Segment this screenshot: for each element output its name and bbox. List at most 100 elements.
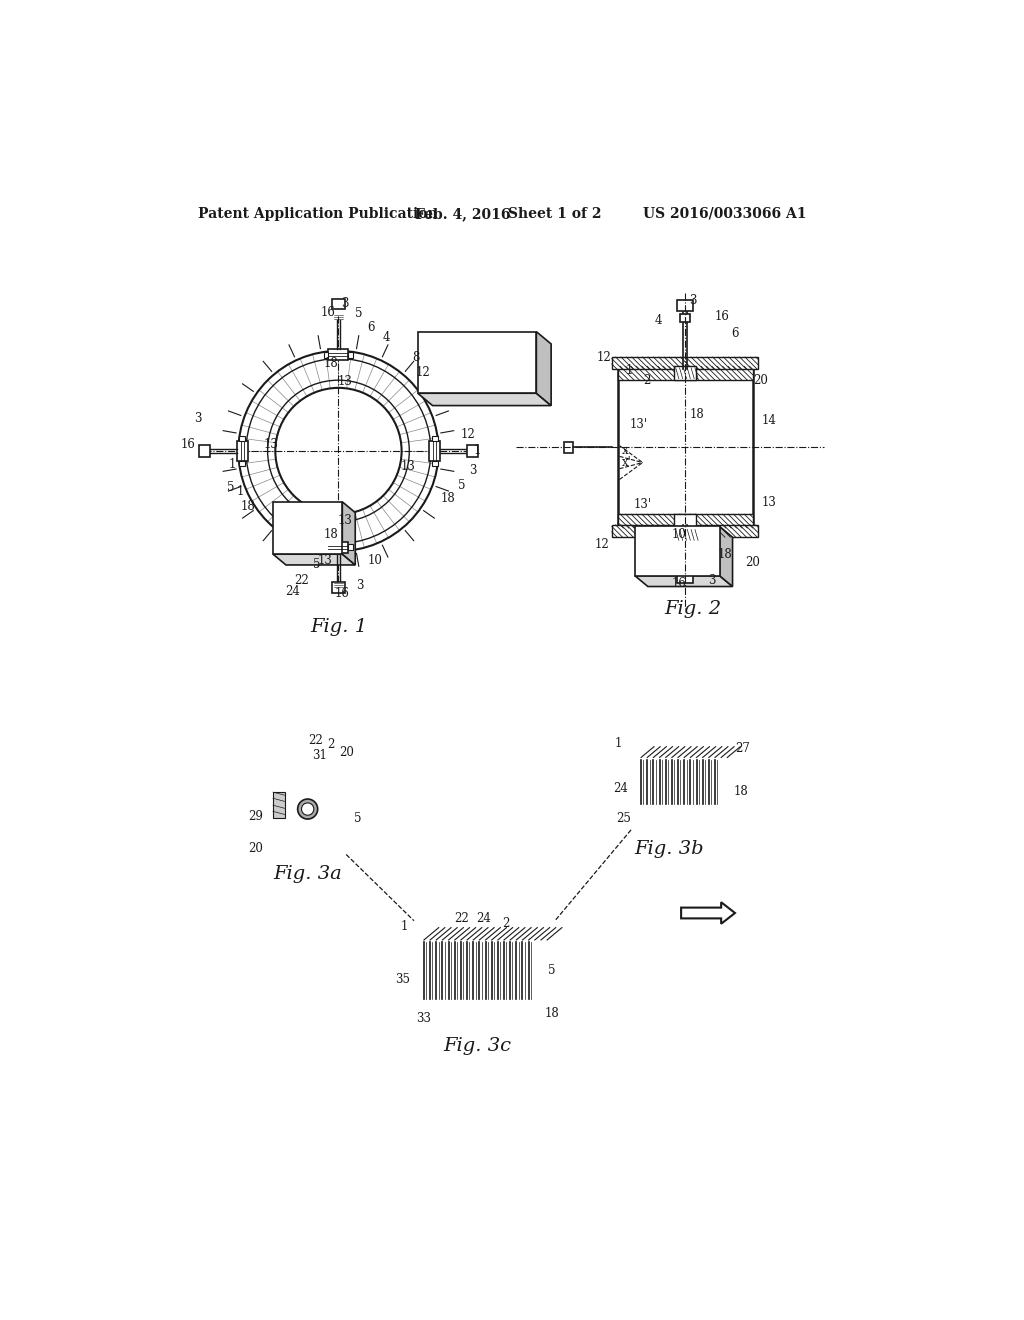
Text: 13: 13: [317, 554, 332, 566]
Text: 16: 16: [181, 438, 196, 451]
Text: 4: 4: [382, 330, 390, 343]
Text: 5: 5: [313, 558, 321, 572]
Text: 1: 1: [237, 484, 244, 498]
Bar: [329, 350, 348, 360]
Bar: [329, 543, 348, 553]
Text: 6: 6: [367, 321, 375, 334]
Bar: [467, 445, 478, 457]
Text: 35: 35: [395, 973, 410, 986]
Polygon shape: [681, 903, 735, 924]
Text: 12: 12: [416, 366, 430, 379]
Text: 24: 24: [476, 912, 490, 925]
Bar: [273, 792, 285, 818]
Text: x': x': [623, 455, 632, 469]
Text: 13: 13: [337, 513, 352, 527]
Text: Fig. 3c: Fig. 3c: [443, 1038, 511, 1055]
Text: 14: 14: [762, 413, 776, 426]
Text: 20: 20: [753, 374, 768, 387]
Text: 8: 8: [412, 351, 419, 363]
Text: 16: 16: [672, 577, 686, 590]
Text: 16: 16: [335, 587, 350, 601]
Bar: [674, 367, 695, 380]
Bar: [564, 442, 573, 453]
Bar: [429, 441, 440, 461]
Bar: [617, 367, 753, 380]
Bar: [324, 351, 329, 358]
Text: 29: 29: [249, 810, 263, 824]
Text: 20: 20: [339, 746, 353, 759]
Bar: [240, 437, 246, 441]
Text: 16: 16: [715, 310, 729, 323]
Text: 13: 13: [400, 459, 415, 473]
Polygon shape: [635, 527, 720, 576]
Polygon shape: [273, 502, 342, 554]
Text: Fig. 3a: Fig. 3a: [273, 865, 342, 883]
Bar: [333, 298, 345, 309]
Text: 1: 1: [228, 458, 236, 471]
Text: 5: 5: [354, 812, 361, 825]
Text: 13: 13: [264, 438, 279, 451]
Text: 1: 1: [400, 920, 408, 933]
Bar: [617, 366, 753, 528]
Text: US 2016/0033066 A1: US 2016/0033066 A1: [643, 207, 806, 220]
Polygon shape: [635, 576, 732, 586]
Text: 18: 18: [734, 785, 749, 797]
Polygon shape: [273, 554, 355, 565]
Text: 5: 5: [227, 482, 234, 495]
Text: 31: 31: [311, 750, 327, 763]
Bar: [237, 441, 248, 461]
Text: 10: 10: [672, 528, 686, 541]
Polygon shape: [418, 393, 551, 405]
Text: 1: 1: [473, 445, 480, 458]
Bar: [611, 358, 758, 370]
Text: 3: 3: [195, 412, 202, 425]
Text: 18: 18: [324, 528, 338, 541]
Text: 3: 3: [341, 297, 348, 310]
Text: Feb. 4, 2016: Feb. 4, 2016: [416, 207, 511, 220]
Text: 33: 33: [417, 1012, 431, 1026]
Text: 3: 3: [356, 579, 364, 593]
Text: 24: 24: [285, 585, 300, 598]
Bar: [240, 461, 246, 466]
Bar: [432, 461, 438, 466]
Text: 12: 12: [594, 539, 609, 552]
Text: 6: 6: [731, 327, 738, 341]
Text: Patent Application Publication: Patent Application Publication: [199, 207, 438, 220]
Text: 5: 5: [355, 308, 362, 321]
Text: 2: 2: [503, 916, 510, 929]
Bar: [674, 513, 695, 528]
Text: Fig. 1: Fig. 1: [310, 618, 367, 635]
Bar: [611, 525, 758, 537]
Text: 10: 10: [368, 554, 383, 566]
Bar: [348, 544, 353, 550]
Polygon shape: [342, 502, 355, 565]
Text: 13: 13: [762, 496, 776, 510]
Text: 27: 27: [735, 742, 751, 755]
Circle shape: [301, 803, 313, 816]
Text: 5: 5: [548, 964, 555, 977]
Bar: [677, 300, 692, 312]
Text: 12: 12: [461, 428, 475, 441]
Text: 24: 24: [613, 781, 629, 795]
Text: 2: 2: [327, 738, 335, 751]
Text: 25: 25: [615, 812, 631, 825]
Text: 3: 3: [469, 463, 477, 477]
Text: 22: 22: [455, 912, 469, 925]
Text: Fig. 2: Fig. 2: [665, 599, 721, 618]
Text: 1: 1: [614, 737, 622, 750]
Bar: [324, 544, 329, 550]
Text: 18: 18: [241, 500, 255, 513]
Bar: [680, 314, 690, 322]
Bar: [333, 582, 345, 593]
Bar: [348, 351, 353, 358]
Bar: [617, 513, 753, 528]
Bar: [677, 573, 692, 583]
Text: 12: 12: [597, 351, 611, 363]
Text: 16: 16: [321, 306, 335, 319]
Text: 20: 20: [745, 556, 760, 569]
Text: 5: 5: [458, 479, 466, 492]
Circle shape: [275, 388, 401, 513]
Text: 18: 18: [689, 408, 703, 421]
Text: 3: 3: [709, 574, 716, 587]
Bar: [680, 565, 690, 573]
